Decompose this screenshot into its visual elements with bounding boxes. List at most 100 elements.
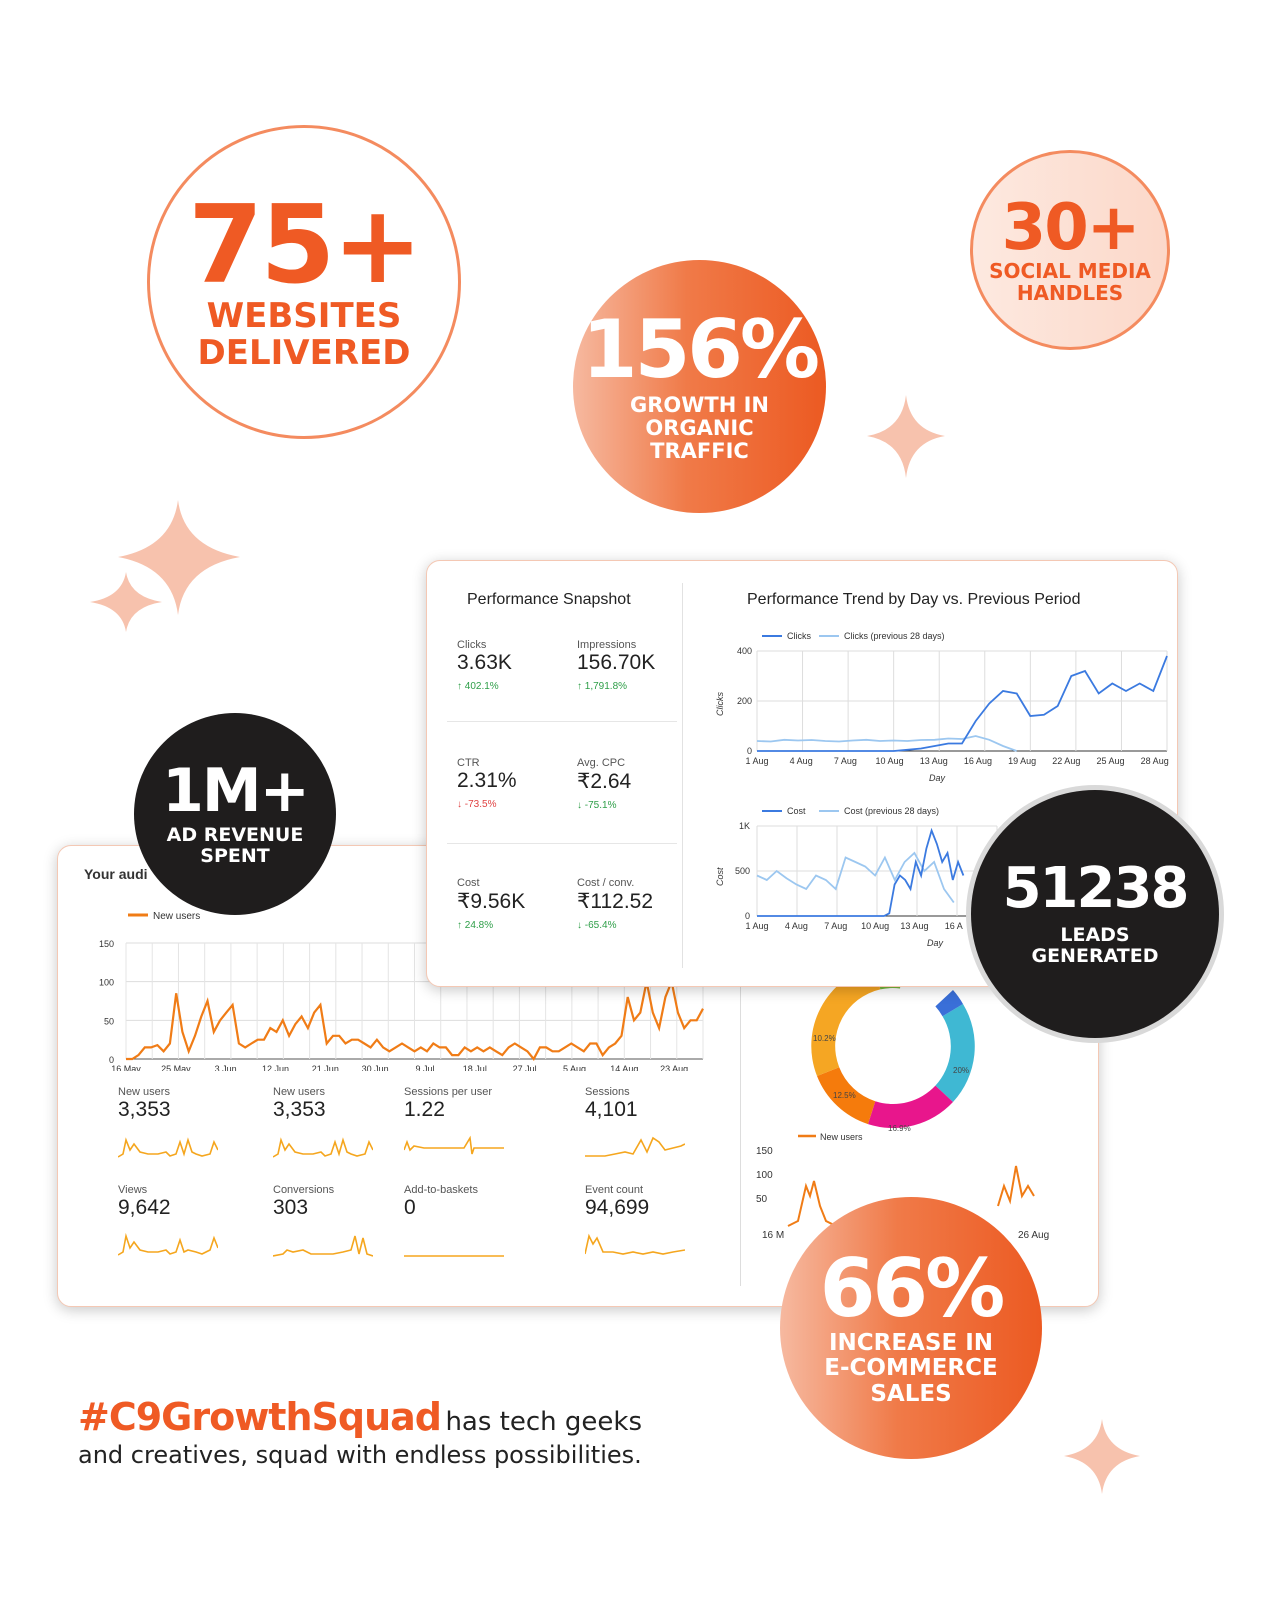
donut-slice bbox=[817, 1067, 876, 1125]
arrow-down-icon: ↓ bbox=[457, 799, 465, 810]
x-tick: 16 May bbox=[111, 1064, 141, 1071]
sparkline-path bbox=[118, 1137, 218, 1158]
x-tick: 25 Aug bbox=[1096, 756, 1124, 766]
sparkline bbox=[585, 1233, 685, 1255]
cost-trend-chart: Cost Cost (previous 28 days) 1K 500 0 Co… bbox=[715, 806, 998, 948]
sparkle-icon bbox=[90, 572, 162, 632]
metric-label: Impressions bbox=[577, 639, 637, 651]
sparkline-path bbox=[585, 1136, 685, 1157]
donut-slice bbox=[935, 990, 963, 1017]
metric-label: Event count bbox=[585, 1184, 644, 1196]
sparkle-icon bbox=[118, 500, 240, 615]
donut-label: 20% bbox=[953, 1066, 969, 1075]
y-tick: 0 bbox=[109, 1055, 114, 1065]
metric-value: ₹9.56K bbox=[457, 890, 526, 913]
sparkline-path bbox=[585, 1233, 685, 1255]
mini-ytick: 100 bbox=[756, 1170, 773, 1181]
mini-xtick: 16 M bbox=[762, 1230, 784, 1241]
x-tick: 28 Aug bbox=[1141, 756, 1169, 766]
new-users-chart: New users 150 100 50 0 16 May 25 May 3 Jun 12 … bbox=[99, 911, 704, 1071]
sparkline bbox=[585, 1136, 685, 1157]
clicks-ytick: 400 bbox=[737, 646, 752, 656]
arrow-down-icon: ↓ bbox=[577, 800, 585, 811]
x-tick: 23 Aug bbox=[660, 1064, 688, 1071]
metric-delta-value: -75.1% bbox=[584, 800, 617, 811]
x-tick: 10 Aug bbox=[861, 921, 889, 931]
donut-label: 16.9% bbox=[888, 1124, 911, 1133]
metric-value: 3,353 bbox=[118, 1098, 171, 1121]
x-tick: 22 Aug bbox=[1052, 756, 1080, 766]
x-tick: 19 Aug bbox=[1008, 756, 1036, 766]
x-tick: 16 A bbox=[945, 921, 963, 931]
audience-metric: Conversions 303 bbox=[273, 1184, 373, 1260]
metric-value: 303 bbox=[273, 1196, 309, 1219]
arrow-down-icon: ↓ bbox=[577, 920, 585, 931]
social-number: 30+ bbox=[1001, 191, 1141, 265]
metric-label: Clicks bbox=[457, 639, 487, 651]
sparkline-path bbox=[404, 1135, 504, 1155]
metric-value: 4,101 bbox=[585, 1098, 638, 1121]
new-users-legend: New users bbox=[153, 911, 200, 922]
audience-metric: Event count 94,699 bbox=[585, 1184, 685, 1260]
cost-axis-title: Cost bbox=[715, 867, 725, 886]
organic-label-3: TRAFFIC bbox=[650, 439, 749, 464]
x-tick: 9 Jul bbox=[415, 1064, 434, 1071]
websites-number: 75+ bbox=[188, 182, 423, 308]
x-tick: 10 Aug bbox=[876, 756, 904, 766]
sparkline bbox=[273, 1137, 373, 1158]
organic-number: 156% bbox=[581, 302, 820, 396]
clicks-legend: Clicks bbox=[787, 631, 811, 641]
metric-label: Add-to-baskets bbox=[404, 1184, 478, 1196]
metric-delta: ↑ 1,791.8% bbox=[577, 681, 655, 692]
metric-delta-value: 402.1% bbox=[464, 681, 499, 692]
snapshot-metric: Avg. CPC ₹2.64 ↓ -75.1% bbox=[577, 757, 631, 811]
metric-label: Cost / conv. bbox=[577, 877, 635, 889]
metric-value: 94,699 bbox=[585, 1196, 650, 1219]
clicks-ytick: 200 bbox=[737, 696, 752, 706]
metric-label: Views bbox=[118, 1184, 148, 1196]
ecommerce-label-2: E-COMMERCE bbox=[824, 1355, 998, 1382]
sparkline bbox=[118, 1137, 218, 1158]
cost-legend: Cost bbox=[787, 806, 806, 816]
new-users-series-line bbox=[126, 977, 704, 1061]
mini-xtick: 26 Aug bbox=[1018, 1230, 1049, 1241]
x-tick: 30 Jun bbox=[362, 1064, 389, 1071]
websites-label-2: DELIVERED bbox=[197, 333, 411, 373]
ecommerce-stat-bubble: 66% INCREASE IN E-COMMERCE SALES bbox=[780, 1197, 1042, 1459]
metric-label: Avg. CPC bbox=[577, 757, 626, 769]
snapshot-metric: Clicks 3.63K ↑ 402.1% bbox=[457, 639, 512, 692]
metric-label: Sessions bbox=[585, 1086, 630, 1098]
ecommerce-label-3: SALES bbox=[870, 1380, 952, 1407]
sparkline bbox=[404, 1255, 504, 1257]
cost-x-title: Day bbox=[927, 938, 944, 948]
sparkline-path bbox=[118, 1232, 218, 1256]
x-tick: 25 May bbox=[161, 1064, 191, 1071]
snapshot-divider bbox=[682, 583, 683, 968]
leads-label-1: LEADS bbox=[1060, 924, 1130, 947]
organic-stat-bubble: 156% GROWTH IN ORGANIC TRAFFIC bbox=[573, 260, 826, 513]
metric-label: Cost bbox=[457, 877, 480, 889]
metric-value: 1.22 bbox=[404, 1098, 445, 1121]
mini-ytick: 50 bbox=[756, 1194, 768, 1205]
y-tick: 150 bbox=[99, 939, 114, 949]
cost-line bbox=[757, 827, 965, 917]
metric-delta-value: -65.4% bbox=[584, 920, 617, 931]
audience-metric: Sessions 4,101 bbox=[585, 1086, 685, 1162]
trend-title: Performance Trend by Day vs. Previous Pe… bbox=[747, 591, 1081, 608]
cost-ytick: 500 bbox=[735, 866, 750, 876]
metric-delta: ↓ -65.4% bbox=[577, 920, 653, 931]
ad-revenue-label-1: AD REVENUE bbox=[166, 824, 304, 847]
clicks-line bbox=[757, 655, 1168, 752]
clicks-trend-chart: Clicks Clicks (previous 28 days) 400 200… bbox=[715, 631, 1169, 783]
x-tick: 12 Jun bbox=[262, 1064, 289, 1071]
clicks-axis-title: Clicks bbox=[715, 692, 725, 716]
audience-metric: New users 3,353 bbox=[118, 1086, 218, 1162]
metric-value: 2.31% bbox=[457, 769, 517, 792]
snapshot-metric: Impressions 156.70K ↑ 1,791.8% bbox=[577, 639, 655, 692]
leads-label-2: GENERATED bbox=[1031, 945, 1159, 967]
audience-metric: Views 9,642 bbox=[118, 1184, 218, 1260]
hashtag: #C9GrowthSquad bbox=[78, 1395, 442, 1439]
leads-stat-bubble: 51238 LEADS GENERATED bbox=[971, 790, 1219, 1038]
cost-ytick: 0 bbox=[745, 911, 750, 921]
mini-series-line bbox=[997, 1165, 1035, 1207]
